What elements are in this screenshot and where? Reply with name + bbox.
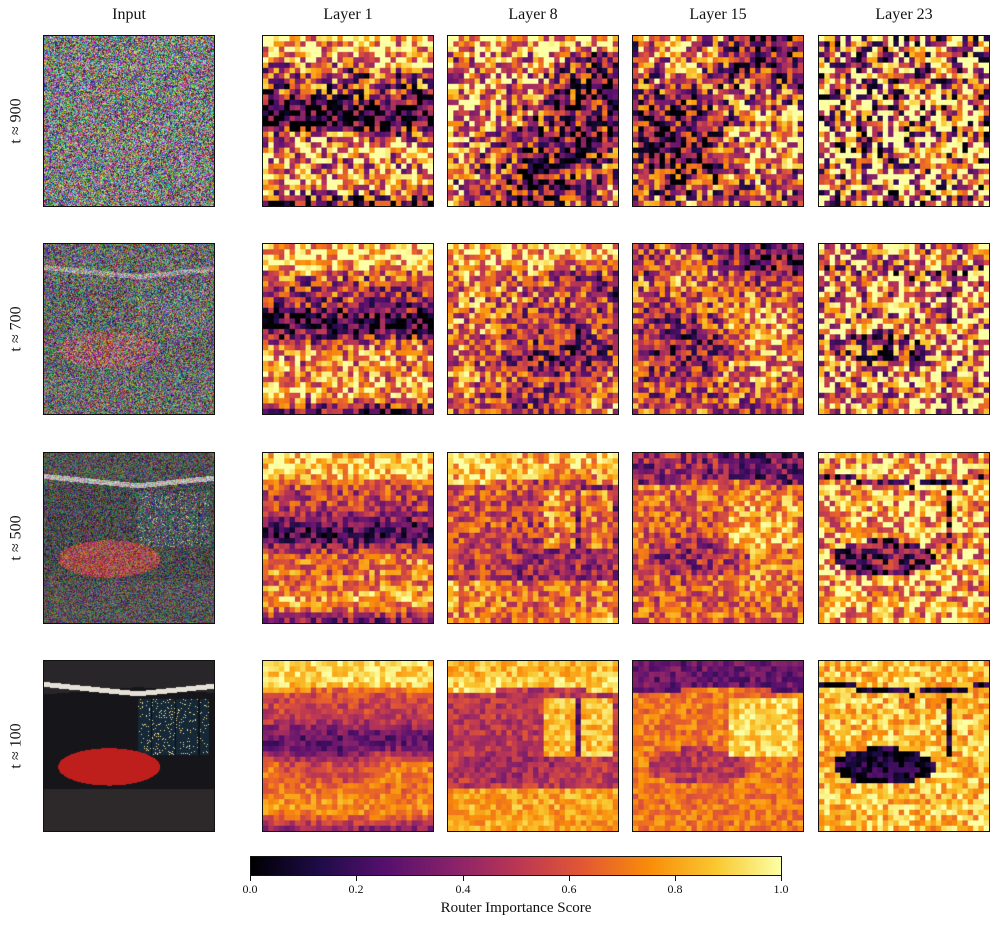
importance-heatmap-layer-23-t500: [818, 452, 990, 624]
importance-heatmap-layer-1-t900: [262, 35, 434, 207]
input-image-input-t700: [43, 243, 215, 415]
colorbar-tick: [250, 876, 251, 881]
importance-heatmap-layer-23-t700: [818, 243, 990, 415]
importance-heatmap-layer-8-t100: [447, 660, 619, 832]
column-title-layer-15: Layer 15: [689, 6, 747, 23]
colorbar-tick-label: 0.8: [667, 882, 683, 896]
colorbar-label: Router Importance Score: [440, 900, 592, 916]
column-title-layer-23: Layer 23: [875, 6, 933, 23]
column-title-input: Input: [112, 6, 146, 23]
importance-heatmap-layer-1-t500: [262, 452, 434, 624]
input-image-input-t900: [43, 35, 215, 207]
colorbar-tick: [675, 876, 676, 881]
importance-heatmap-layer-1-t100: [262, 660, 434, 832]
colorbar-tick-label: 0.4: [455, 882, 471, 896]
colorbar-tick: [781, 876, 782, 881]
importance-heatmap-layer-15-t900: [632, 35, 804, 207]
importance-heatmap-layer-23-t100: [818, 660, 990, 832]
importance-heatmap-layer-15-t700: [632, 243, 804, 415]
importance-heatmap-layer-1-t700: [262, 243, 434, 415]
colorbar-tick-label: 0.2: [348, 882, 364, 896]
row-label-t100: t ≈ 100: [8, 723, 26, 769]
colorbar-tick: [569, 876, 570, 881]
importance-heatmap-layer-8-t700: [447, 243, 619, 415]
colorbar-tick-label: 0.0: [242, 882, 258, 896]
row-label-t900: t ≈ 900: [8, 98, 26, 144]
colorbar-tick-label: 0.6: [561, 882, 577, 896]
importance-heatmap-layer-8-t500: [447, 452, 619, 624]
colorbar-tick: [356, 876, 357, 881]
row-label-t700: t ≈ 700: [8, 306, 26, 352]
importance-heatmap-layer-8-t900: [447, 35, 619, 207]
colorbar: [250, 856, 782, 876]
input-image-input-t500: [43, 452, 215, 624]
input-image-input-t100: [43, 660, 215, 832]
importance-heatmap-layer-15-t500: [632, 452, 804, 624]
colorbar-tick: [463, 876, 464, 881]
colorbar-tick-label: 1.0: [773, 882, 789, 896]
importance-heatmap-layer-15-t100: [632, 660, 804, 832]
column-title-layer-1: Layer 1: [323, 6, 373, 23]
importance-heatmap-layer-23-t900: [818, 35, 990, 207]
row-label-t500: t ≈ 500: [8, 515, 26, 561]
column-title-layer-8: Layer 8: [508, 6, 558, 23]
